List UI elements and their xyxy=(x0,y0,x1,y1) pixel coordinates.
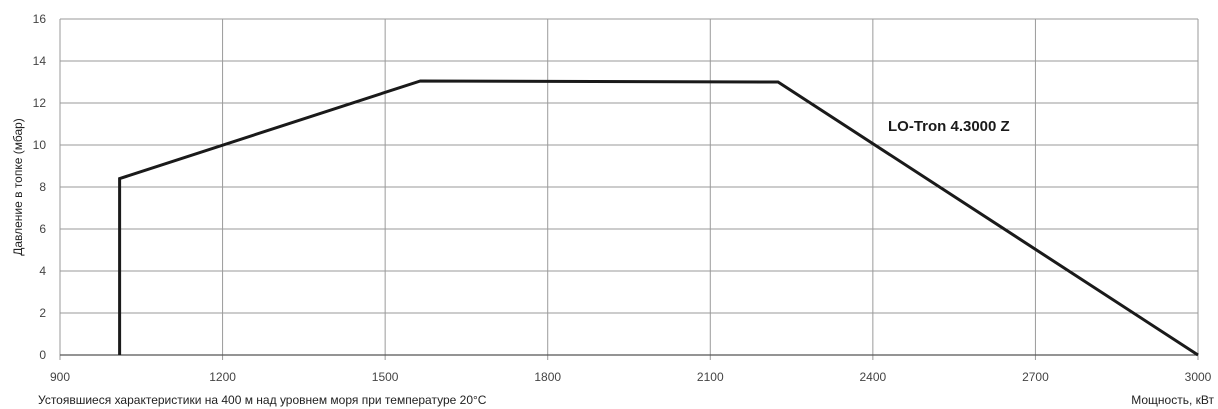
y-tick-label: 8 xyxy=(39,180,46,194)
x-tick-label: 900 xyxy=(50,370,70,384)
x-tick-label: 1500 xyxy=(372,370,399,384)
x-tick-label: 1800 xyxy=(534,370,561,384)
grid xyxy=(59,18,1199,360)
y-tick-label: 12 xyxy=(33,96,47,110)
x-axis-label: Мощность, кВт xyxy=(1131,393,1214,407)
y-axis-label: Давление в топке (мбар) xyxy=(11,118,25,256)
x-tick-label: 3000 xyxy=(1185,370,1212,384)
x-tick-label: 1200 xyxy=(209,370,236,384)
x-tick-label: 2700 xyxy=(1022,370,1049,384)
x-tick-label: 2400 xyxy=(860,370,887,384)
x-axis-ticks: 900 1200 1500 1800 2100 2400 2700 3000 xyxy=(50,370,1212,384)
y-tick-label: 14 xyxy=(33,54,47,68)
series-label: LO-Tron 4.3000 Z xyxy=(888,118,1010,135)
y-tick-label: 0 xyxy=(39,348,46,362)
y-axis-ticks: 0 2 4 6 8 10 12 14 16 xyxy=(33,12,47,362)
y-tick-label: 16 xyxy=(33,12,47,26)
y-tick-label: 6 xyxy=(39,222,46,236)
x-tick-label: 2100 xyxy=(697,370,724,384)
series-line xyxy=(118,79,1199,357)
y-tick-label: 10 xyxy=(33,138,47,152)
y-tick-label: 4 xyxy=(39,264,46,278)
series-layer xyxy=(118,79,1199,357)
footnote: Устоявшиеся характеристики на 400 м над … xyxy=(38,393,487,407)
y-tick-label: 2 xyxy=(39,306,46,320)
